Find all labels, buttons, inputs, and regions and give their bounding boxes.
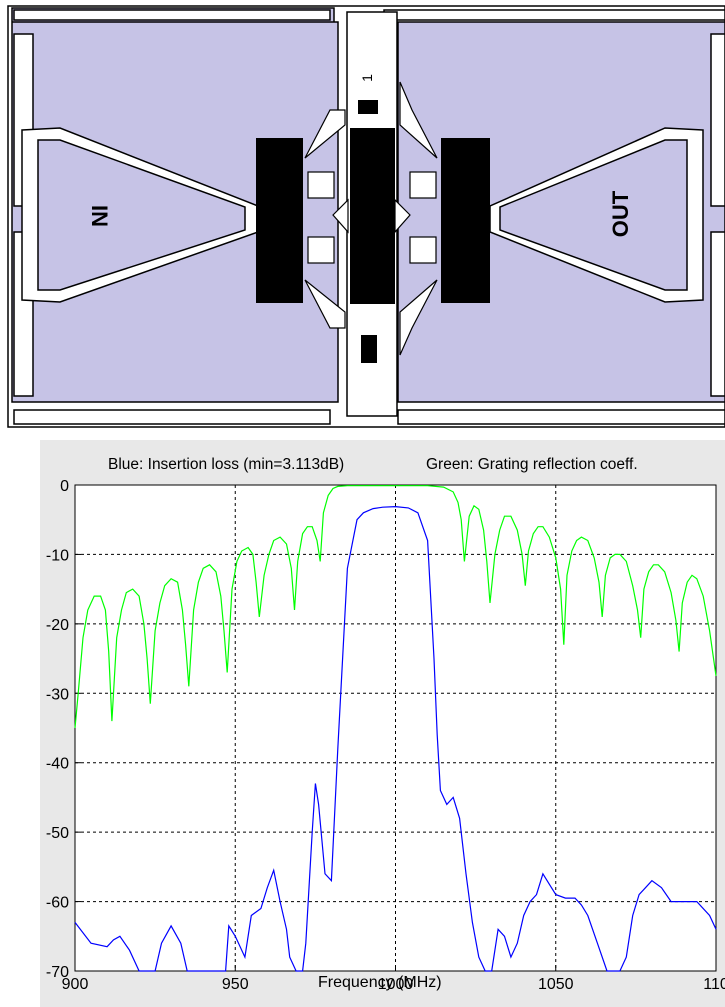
chart-panel [40, 440, 725, 1007]
connector-triangles [304, 81, 438, 356]
in-label: IN [87, 205, 112, 227]
marker-label: 1 [359, 74, 375, 82]
legend-reflection-coeff: Green: Grating reflection coeff. [426, 456, 638, 473]
x-axis-label: Frequency (MHz) [318, 974, 442, 991]
out-label: OUT [608, 190, 633, 237]
device-layout-diagram: IN OUT 1 [0, 0, 725, 432]
idt-blocks [256, 100, 490, 363]
legend-insertion-loss: Blue: Insertion loss (min=3.113dB) [108, 456, 345, 473]
